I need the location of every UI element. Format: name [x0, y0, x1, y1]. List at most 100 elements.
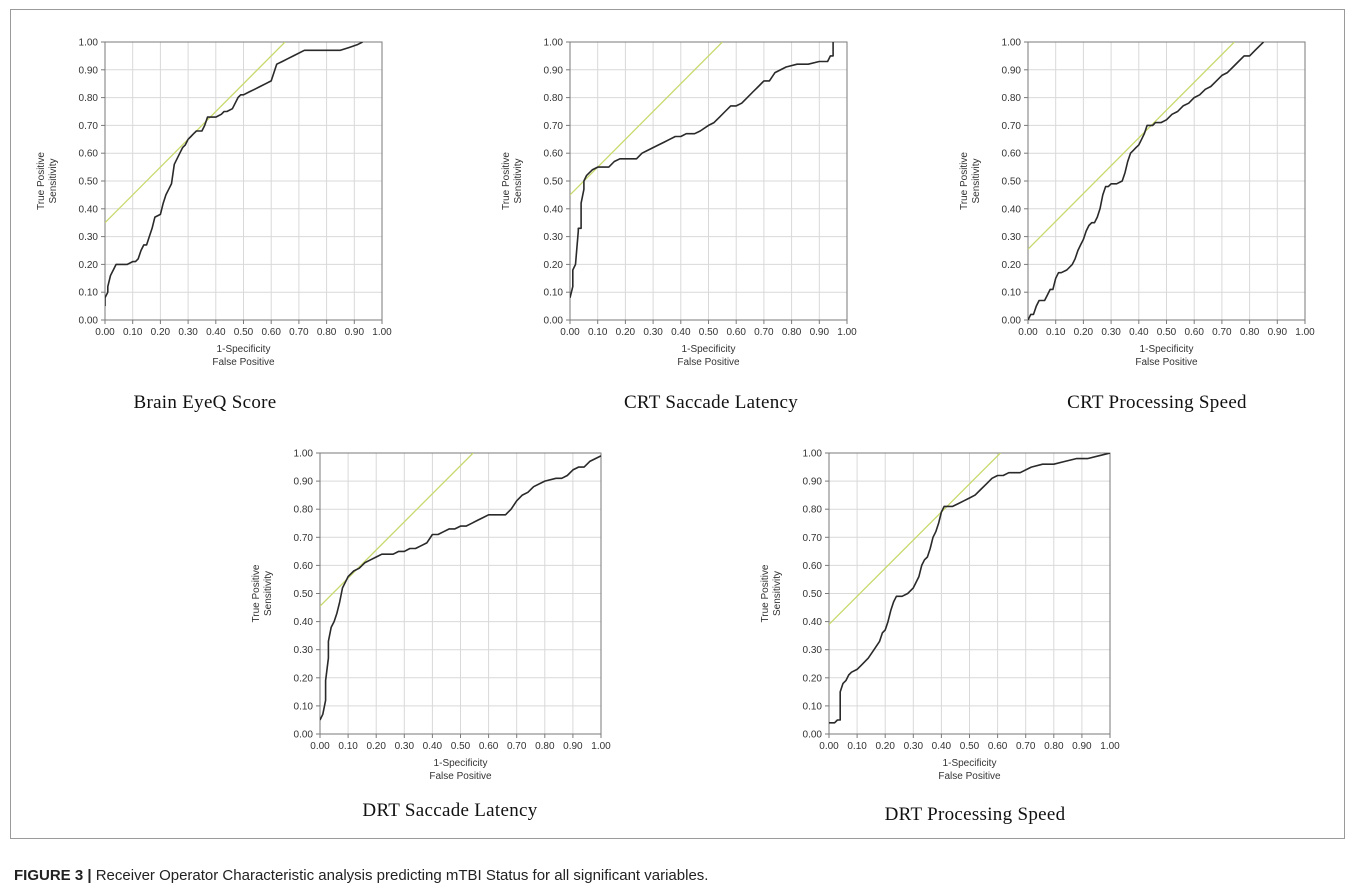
x-tick-label: 0.70 — [507, 741, 527, 752]
y-tick-label: 1.00 — [79, 38, 99, 49]
y-axis-label: True Positive — [959, 152, 970, 210]
x-tick-label: 0.50 — [234, 327, 254, 338]
x-tick-label: 0.80 — [535, 741, 555, 752]
y-tick-label: 0.40 — [544, 204, 564, 215]
x-tick-label: 0.90 — [1072, 741, 1092, 752]
x-tick-label: 0.00 — [1018, 327, 1038, 338]
y-tick-label: 0.30 — [803, 645, 823, 656]
y-tick-label: 0.50 — [544, 177, 564, 188]
tangent-line — [570, 42, 723, 196]
y-tick-label: 0.50 — [294, 589, 314, 600]
x-tick-label: 1.00 — [372, 327, 392, 338]
y-tick-label: 0.30 — [1002, 232, 1022, 243]
x-tick-label: 0.10 — [847, 741, 867, 752]
y-tick-label: 0.80 — [544, 93, 564, 104]
y-tick-label: 0.90 — [79, 65, 99, 76]
x-tick-label: 0.20 — [366, 741, 386, 752]
y-tick-label: 0.60 — [803, 561, 823, 572]
chart-title: CRT Processing Speed — [1067, 392, 1247, 413]
x-axis-label: 1-Specificity — [217, 344, 271, 355]
x-tick-label: 0.50 — [451, 741, 471, 752]
chart-title: DRT Saccade Latency — [362, 800, 538, 821]
y-tick-label: 0.90 — [544, 65, 564, 76]
y-tick-label: 0.40 — [294, 617, 314, 628]
y-tick-label: 0.80 — [79, 93, 99, 104]
y-tick-label: 0.00 — [294, 730, 314, 741]
x-tick-label: 0.30 — [178, 327, 198, 338]
x-tick-label: 0.00 — [819, 741, 839, 752]
y-axis-sublabel: Sensitivity — [513, 158, 524, 203]
y-tick-label: 1.00 — [544, 38, 564, 49]
tangent-line — [1028, 42, 1235, 250]
y-tick-label: 0.50 — [803, 589, 823, 600]
chart-title: DRT Processing Speed — [884, 804, 1066, 825]
caption-label: FIGURE 3 | — [14, 867, 92, 884]
x-axis-sublabel: False Positive — [1135, 357, 1198, 368]
x-axis-label: 1-Specificity — [1140, 344, 1194, 355]
x-tick-label: 0.60 — [261, 327, 281, 338]
y-tick-label: 0.10 — [79, 288, 99, 299]
x-tick-label: 0.10 — [1046, 327, 1066, 338]
y-axis-label: True Positive — [36, 152, 47, 210]
y-tick-label: 0.70 — [803, 533, 823, 544]
x-tick-label: 0.10 — [588, 327, 608, 338]
x-tick-label: 0.70 — [289, 327, 309, 338]
y-tick-label: 0.30 — [294, 645, 314, 656]
x-tick-label: 0.60 — [988, 741, 1008, 752]
x-tick-label: 0.50 — [1157, 327, 1177, 338]
roc-curve — [829, 453, 1110, 724]
tangent-line — [829, 453, 1001, 625]
x-tick-label: 0.80 — [317, 327, 337, 338]
y-tick-label: 0.20 — [1002, 260, 1022, 271]
y-tick-label: 0.10 — [294, 701, 314, 712]
roc-curve — [320, 455, 601, 721]
y-tick-label: 0.10 — [544, 288, 564, 299]
figure-caption: FIGURE 3 | Receiver Operator Characteris… — [14, 867, 708, 884]
x-axis-label: 1-Specificity — [682, 344, 736, 355]
y-tick-label: 0.70 — [79, 121, 99, 132]
x-tick-label: 0.70 — [1016, 741, 1036, 752]
roc-curve — [1028, 42, 1265, 320]
roc-curve — [105, 42, 363, 307]
x-tick-label: 0.90 — [563, 741, 583, 752]
y-tick-label: 0.00 — [803, 730, 823, 741]
y-tick-label: 0.00 — [79, 316, 99, 327]
x-tick-label: 0.40 — [206, 327, 226, 338]
x-tick-label: 0.50 — [699, 327, 719, 338]
x-tick-label: 0.00 — [560, 327, 580, 338]
y-tick-label: 1.00 — [1002, 38, 1022, 49]
y-tick-label: 0.90 — [1002, 65, 1022, 76]
x-tick-label: 0.20 — [875, 741, 895, 752]
x-tick-label: 0.70 — [1212, 327, 1232, 338]
y-tick-label: 0.90 — [294, 477, 314, 488]
x-axis-label: 1-Specificity — [943, 758, 997, 769]
x-tick-label: 0.70 — [754, 327, 774, 338]
y-tick-label: 0.30 — [79, 232, 99, 243]
y-tick-label: 0.70 — [544, 121, 564, 132]
y-tick-label: 0.20 — [803, 673, 823, 684]
x-axis-sublabel: False Positive — [212, 357, 275, 368]
figure-frame — [10, 9, 1345, 839]
x-tick-label: 0.40 — [1129, 327, 1149, 338]
caption-text: Receiver Operator Characteristic analysi… — [95, 867, 709, 884]
y-axis-sublabel: Sensitivity — [971, 158, 982, 203]
y-axis-label: True Positive — [501, 152, 512, 210]
y-axis-sublabel: Sensitivity — [48, 158, 59, 203]
x-axis-label: 1-Specificity — [434, 758, 488, 769]
x-tick-label: 1.00 — [1100, 741, 1120, 752]
x-tick-label: 0.80 — [1044, 741, 1064, 752]
y-tick-label: 0.10 — [1002, 288, 1022, 299]
x-tick-label: 0.60 — [1184, 327, 1204, 338]
x-tick-label: 1.00 — [591, 741, 611, 752]
x-tick-label: 0.80 — [1240, 327, 1260, 338]
x-tick-label: 0.30 — [395, 741, 415, 752]
y-axis-sublabel: Sensitivity — [263, 571, 274, 616]
x-tick-label: 0.30 — [1101, 327, 1121, 338]
x-tick-label: 0.00 — [95, 327, 115, 338]
x-tick-label: 1.00 — [837, 327, 857, 338]
x-tick-label: 0.20 — [1074, 327, 1094, 338]
